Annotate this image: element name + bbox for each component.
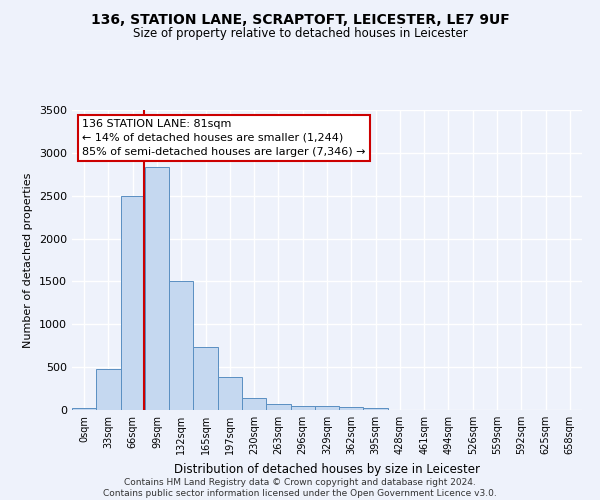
Bar	[72, 408, 96, 410]
Bar	[242, 398, 266, 410]
Bar	[193, 346, 218, 410]
Text: 136 STATION LANE: 81sqm
← 14% of detached houses are smaller (1,244)
85% of semi: 136 STATION LANE: 81sqm ← 14% of detache…	[82, 119, 366, 157]
Y-axis label: Number of detached properties: Number of detached properties	[23, 172, 34, 348]
Bar	[364, 408, 388, 410]
Text: 136, STATION LANE, SCRAPTOFT, LEICESTER, LE7 9UF: 136, STATION LANE, SCRAPTOFT, LEICESTER,…	[91, 12, 509, 26]
Bar	[290, 406, 315, 410]
Bar	[218, 376, 242, 410]
Bar	[169, 280, 193, 410]
Bar	[315, 406, 339, 410]
Bar	[121, 196, 145, 410]
Bar	[266, 404, 290, 410]
Text: Size of property relative to detached houses in Leicester: Size of property relative to detached ho…	[133, 28, 467, 40]
Text: Contains HM Land Registry data © Crown copyright and database right 2024.
Contai: Contains HM Land Registry data © Crown c…	[103, 478, 497, 498]
X-axis label: Distribution of detached houses by size in Leicester: Distribution of detached houses by size …	[174, 462, 480, 475]
Bar	[339, 408, 364, 410]
Bar	[96, 369, 121, 410]
Bar	[145, 168, 169, 410]
